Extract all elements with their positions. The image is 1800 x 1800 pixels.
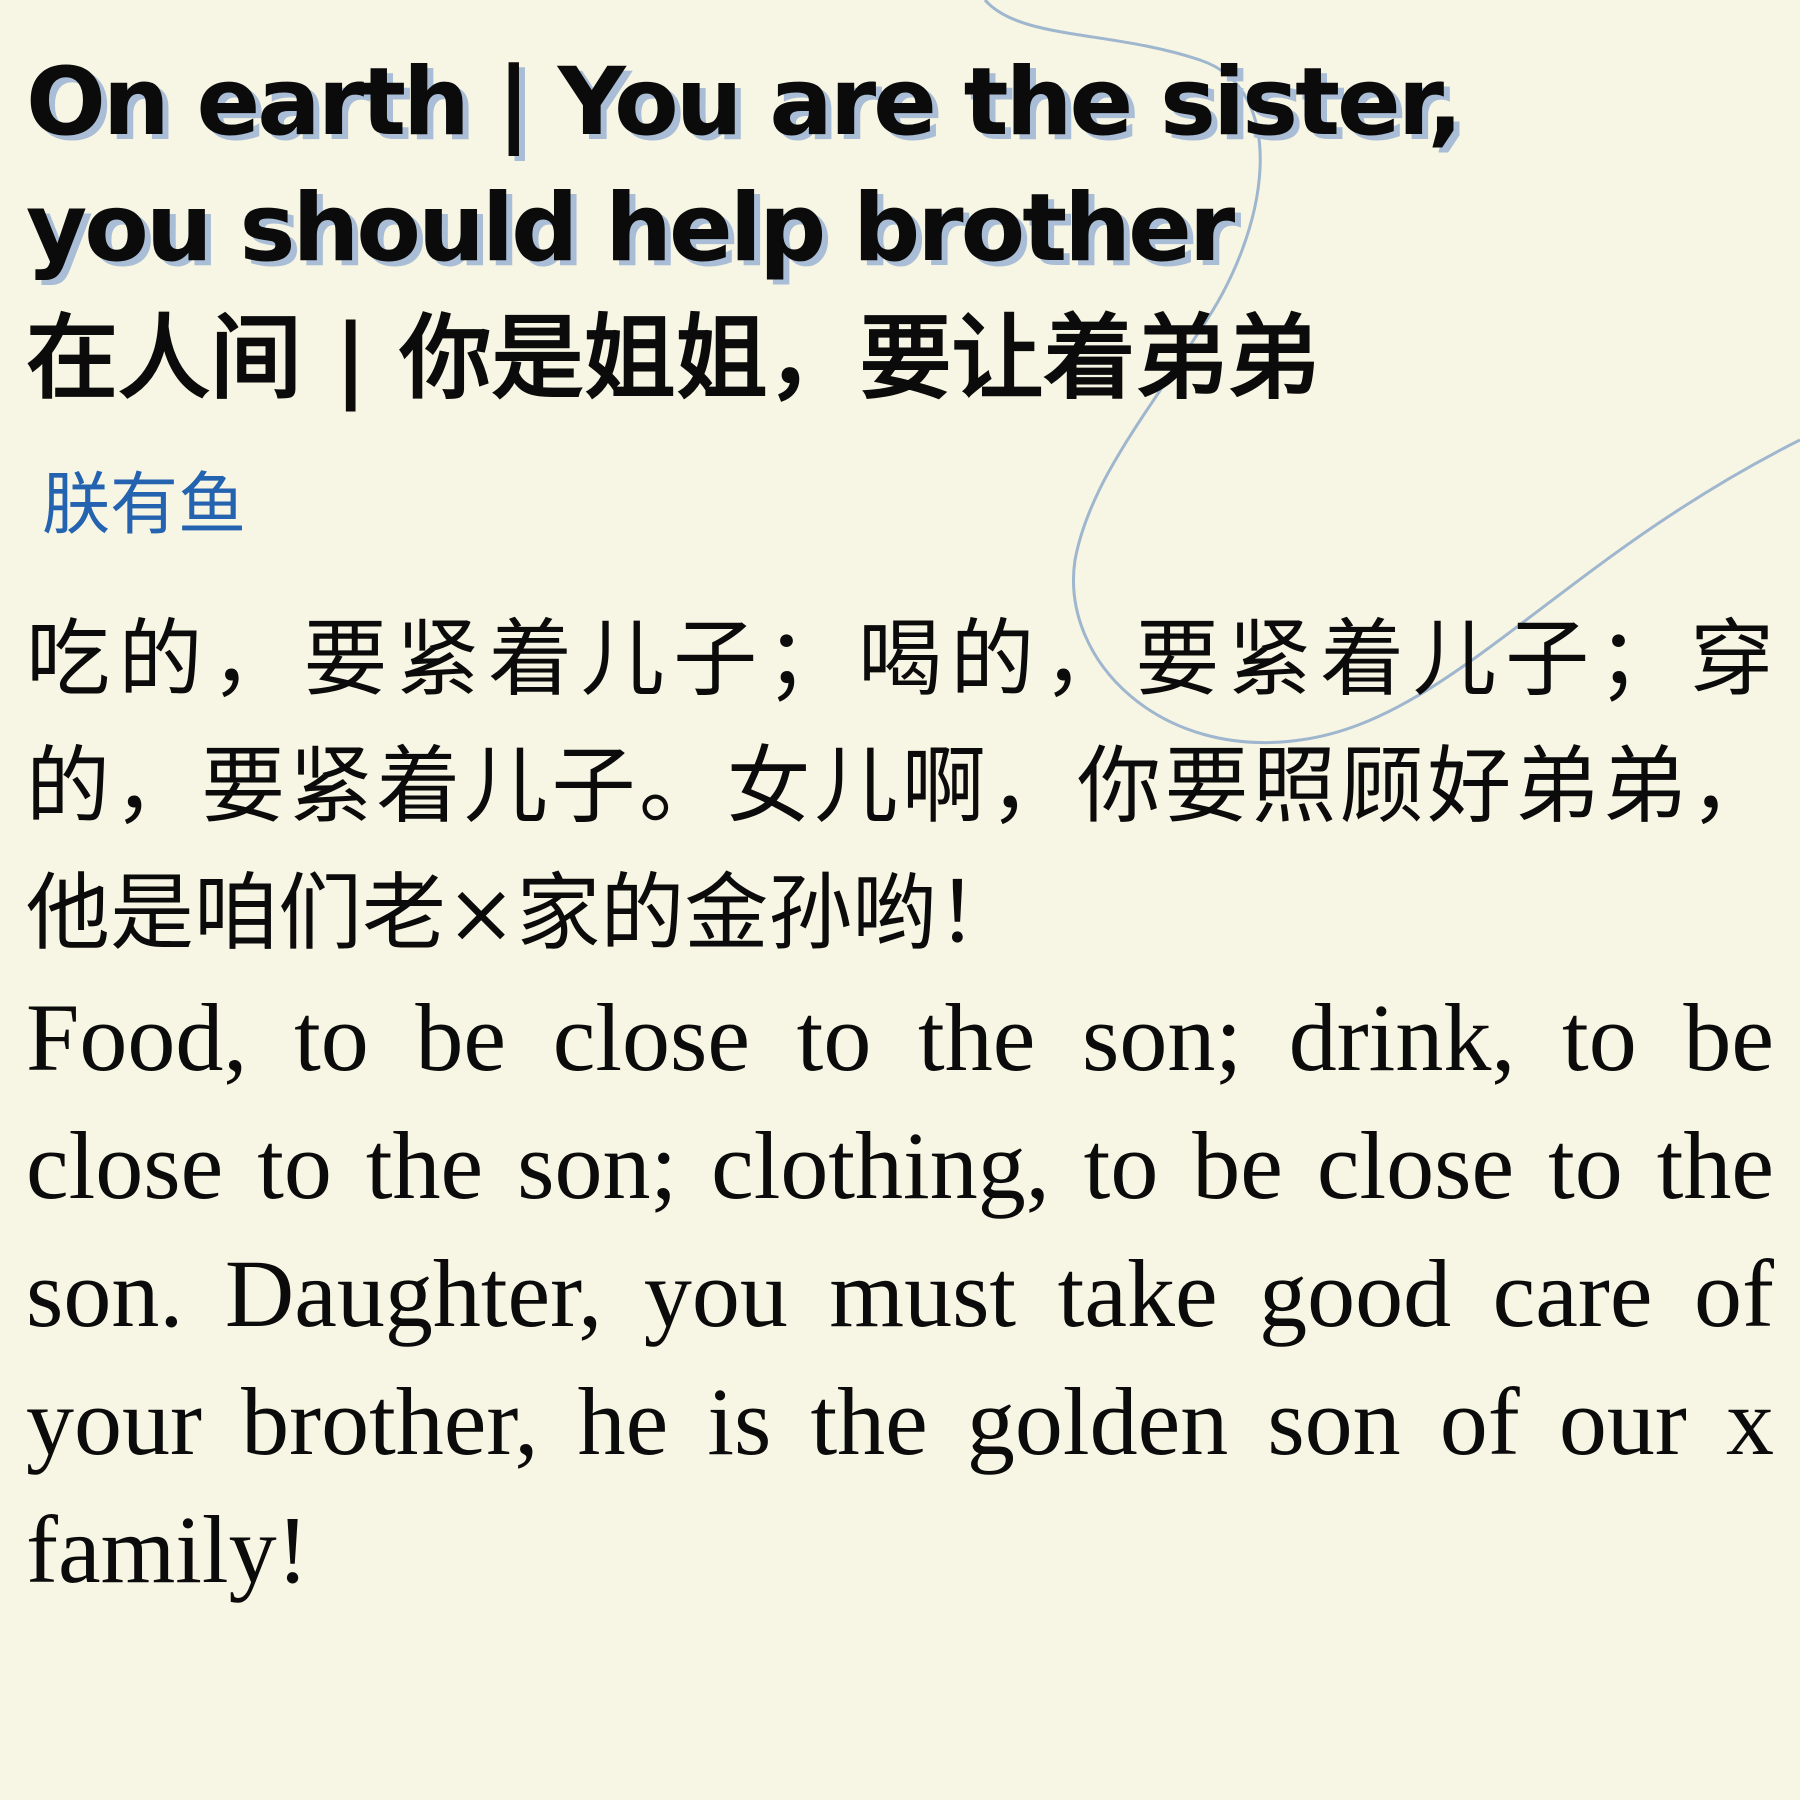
author-name: 朕有鱼: [42, 466, 247, 545]
title-english: On earth | You are the sister, you shoul…: [26, 40, 1766, 292]
title-english-line-1: On earth | You are the sister,: [26, 48, 1463, 157]
title-english-line-2: you should help brother: [26, 174, 1235, 283]
title-chinese: 在人间 | 你是姐姐，要让着弟弟: [26, 304, 1320, 412]
body-text-english: Food, to be close to the son; drink, to …: [26, 984, 1774, 1603]
body-text-chinese: 吃的，要紧着儿子；喝的，要紧着儿子；穿的，要紧着儿子。女儿啊，你要照顾好弟弟，他…: [26, 610, 1774, 962]
